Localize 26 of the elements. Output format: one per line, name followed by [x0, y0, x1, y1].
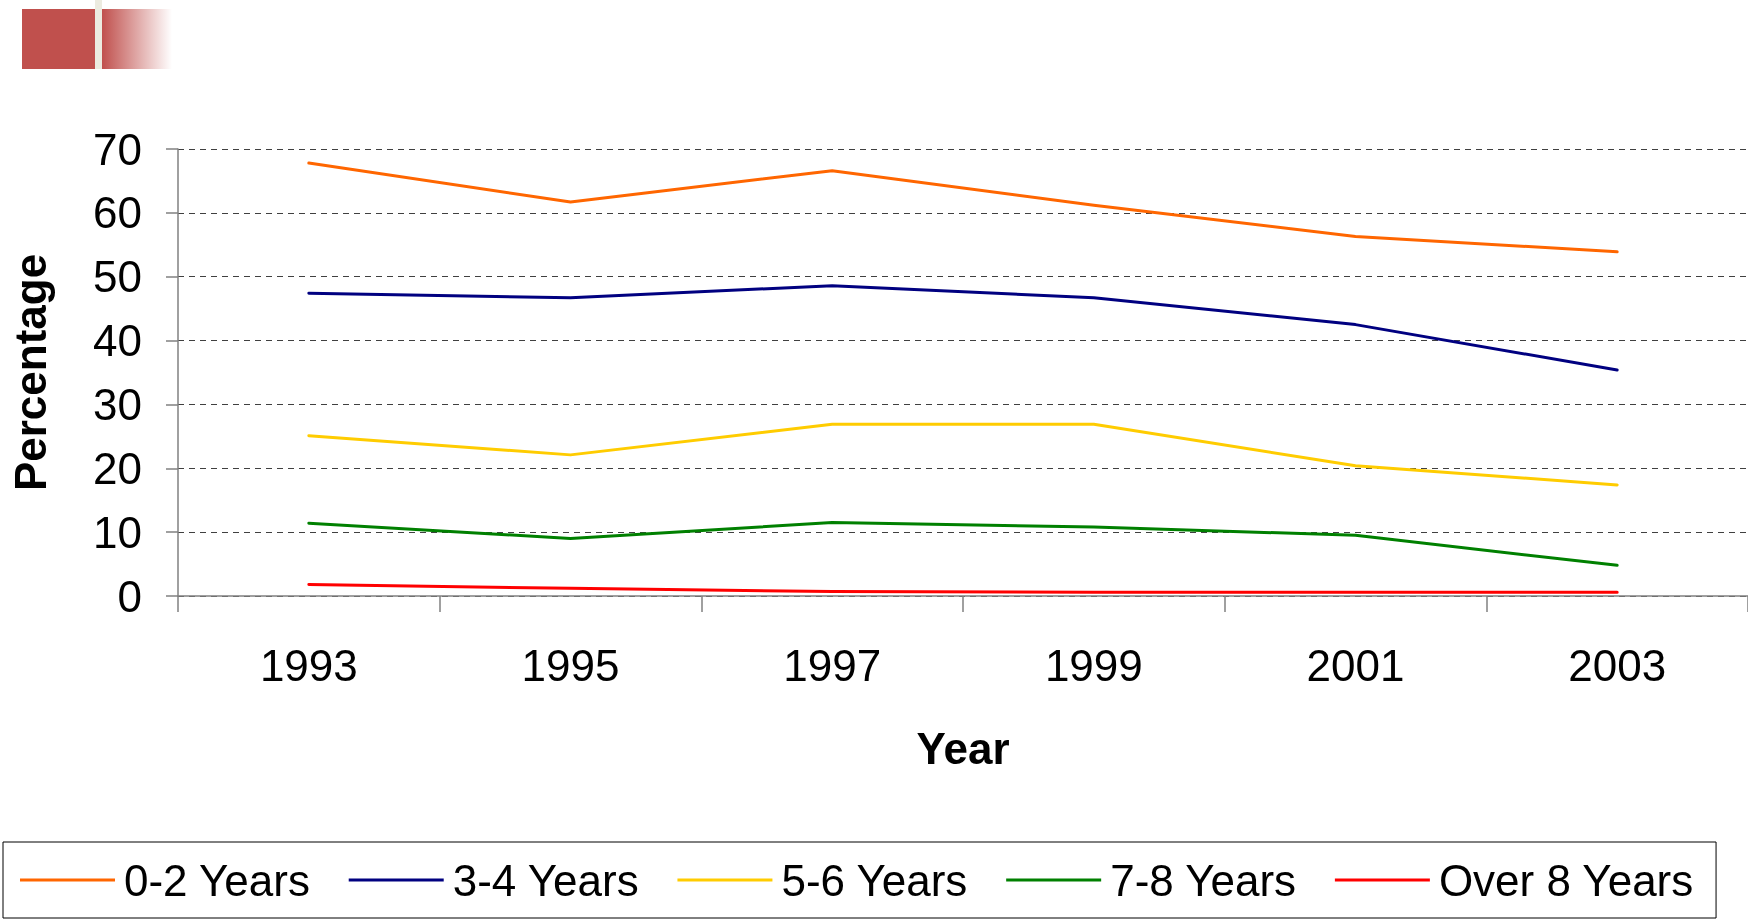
- x-tick-label: 1993: [259, 640, 358, 690]
- line-series: [307, 422, 1619, 487]
- y-tick-label: 0: [117, 571, 142, 621]
- x-tick-label: 1995: [521, 640, 620, 690]
- legend-label: 3-4 Years: [452, 855, 639, 905]
- y-tick-label: 20: [93, 443, 142, 493]
- x-tick-label: 2001: [1306, 640, 1405, 690]
- y-tick-label: 10: [93, 507, 142, 557]
- legend-label: 5-6 Years: [781, 855, 968, 905]
- x-tick-label: 1997: [783, 640, 882, 690]
- y-axis-title: Percentage: [5, 253, 55, 492]
- line-series: [307, 284, 1619, 372]
- y-tick-label: 50: [93, 252, 142, 302]
- legend-label: 0-2 Years: [124, 855, 310, 905]
- x-tick-label: 1999: [1044, 640, 1143, 690]
- x-axis-title: Year: [916, 723, 1010, 773]
- legend-label: 7-8 Years: [1110, 855, 1297, 905]
- x-tick-label: 2003: [1568, 640, 1667, 690]
- y-tick-label: 70: [93, 124, 142, 174]
- line-series: [307, 521, 1619, 567]
- y-tick-label: 60: [93, 188, 142, 238]
- y-tick-label: 30: [93, 379, 142, 429]
- y-tick-label: 40: [93, 316, 142, 366]
- line-series: [307, 583, 1619, 594]
- legend-label: Over 8 Years: [1438, 855, 1694, 905]
- line-series: [307, 161, 1619, 254]
